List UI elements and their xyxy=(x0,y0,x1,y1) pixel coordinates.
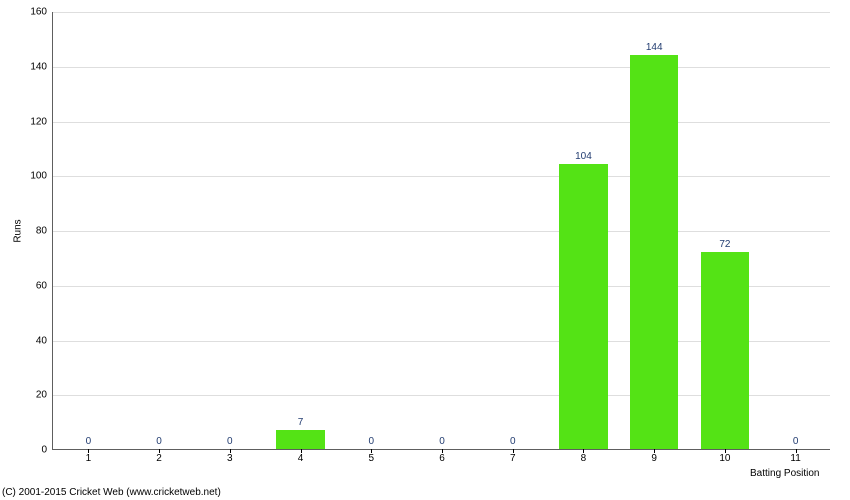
bar-value-label: 72 xyxy=(719,239,730,252)
bar-value-label: 104 xyxy=(575,151,592,164)
bar-value-label: 0 xyxy=(86,436,92,449)
bar-value-label: 0 xyxy=(156,436,162,449)
x-tick-label: 6 xyxy=(439,449,445,464)
y-tick-label: 60 xyxy=(36,280,53,291)
x-tick-label: 10 xyxy=(719,449,730,464)
bar: 7 xyxy=(276,430,324,449)
bar-value-label: 7 xyxy=(298,417,304,430)
gridline xyxy=(53,12,830,13)
x-tick-label: 9 xyxy=(651,449,657,464)
x-axis-title: Batting Position xyxy=(750,468,820,479)
y-tick-label: 160 xyxy=(30,7,53,18)
chart-container: 0204060801001201401601020304750607081049… xyxy=(0,0,850,500)
y-tick-label: 80 xyxy=(36,226,53,237)
plot-area: 0204060801001201401601020304750607081049… xyxy=(52,12,830,450)
y-tick-label: 100 xyxy=(30,171,53,182)
gridline xyxy=(53,176,830,177)
x-tick-label: 7 xyxy=(510,449,516,464)
bar: 104 xyxy=(559,164,607,449)
bar-value-label: 0 xyxy=(227,436,233,449)
x-tick-label: 1 xyxy=(86,449,92,464)
y-tick-label: 120 xyxy=(30,116,53,127)
x-tick-label: 11 xyxy=(790,449,800,464)
x-tick-label: 2 xyxy=(156,449,162,464)
y-tick-label: 20 xyxy=(36,390,53,401)
y-tick-label: 140 xyxy=(30,61,53,72)
x-tick-label: 4 xyxy=(298,449,304,464)
bar: 72 xyxy=(701,252,749,449)
bar-value-label: 144 xyxy=(646,42,663,55)
x-tick-label: 5 xyxy=(368,449,374,464)
y-axis-title: Runs xyxy=(13,219,24,242)
x-tick-label: 3 xyxy=(227,449,233,464)
bar-value-label: 0 xyxy=(368,436,374,449)
gridline xyxy=(53,67,830,68)
bar-value-label: 0 xyxy=(510,436,516,449)
bar-value-label: 0 xyxy=(793,436,799,449)
copyright-text: (C) 2001-2015 Cricket Web (www.cricketwe… xyxy=(2,487,221,498)
gridline xyxy=(53,122,830,123)
bar-value-label: 0 xyxy=(439,436,445,449)
y-tick-label: 40 xyxy=(36,335,53,346)
bar: 144 xyxy=(630,55,678,449)
y-tick-label: 0 xyxy=(41,445,53,456)
x-tick-label: 8 xyxy=(581,449,587,464)
gridline xyxy=(53,231,830,232)
